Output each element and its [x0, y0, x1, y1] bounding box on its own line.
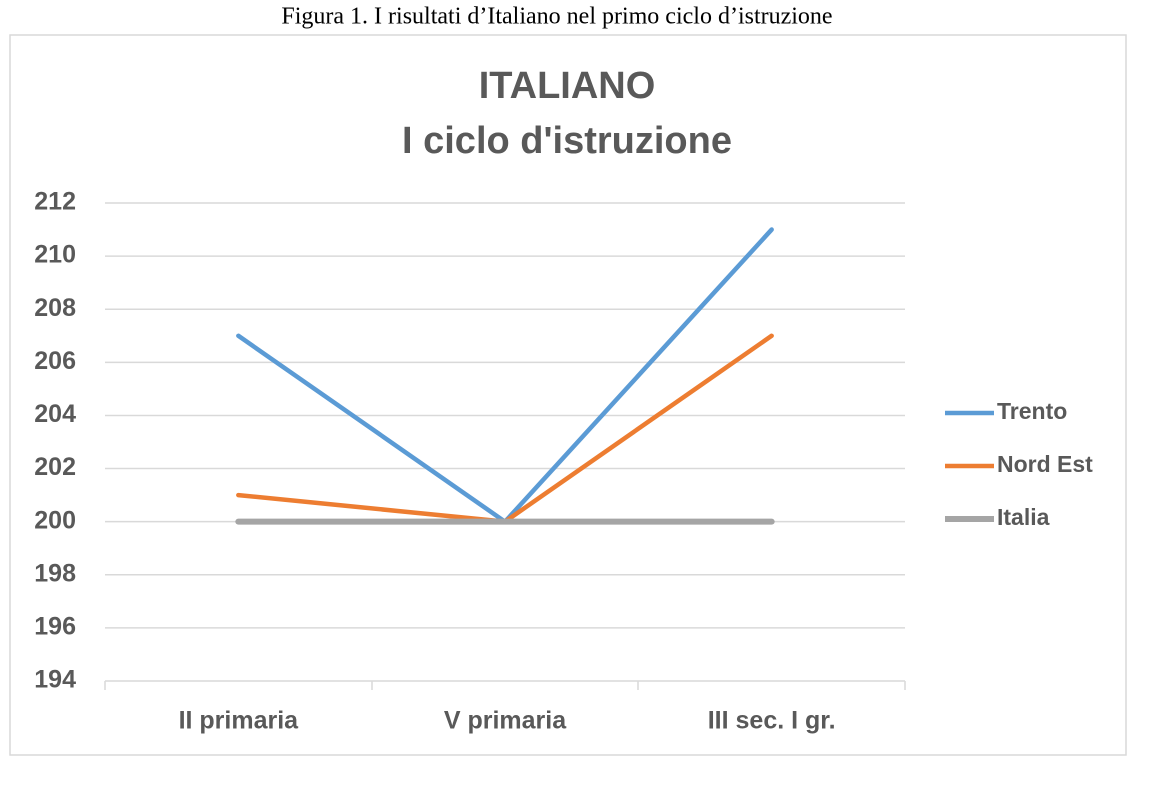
axis-ticks [104, 681, 906, 690]
chart-subtitle: I ciclo d'istruzione [402, 120, 732, 162]
legend-label: Nord Est [997, 451, 1093, 477]
x-tick-label: V primaria [444, 707, 567, 735]
y-tick-label: 210 [34, 241, 76, 269]
y-tick-label: 196 [34, 612, 76, 640]
legend-label: Italia [997, 504, 1050, 530]
y-tick-label: 200 [34, 506, 76, 534]
figure-caption: Figura 1. I risultati d’Italiano nel pri… [281, 4, 832, 30]
y-tick-label: 198 [34, 559, 76, 587]
y-tick-label: 206 [34, 347, 76, 375]
y-tick-label: 204 [34, 400, 76, 428]
y-tick-label: 202 [34, 453, 76, 481]
chart-frame [9, 34, 1127, 756]
y-tick-label: 194 [34, 666, 76, 694]
x-tick-label: II primaria [179, 707, 300, 735]
legend-label: Trento [997, 398, 1067, 424]
x-tick-label: III sec. I gr. [708, 707, 836, 735]
y-tick-label: 212 [34, 188, 76, 216]
y-tick-label: 208 [34, 294, 76, 322]
chart-title: ITALIANO [479, 65, 656, 107]
